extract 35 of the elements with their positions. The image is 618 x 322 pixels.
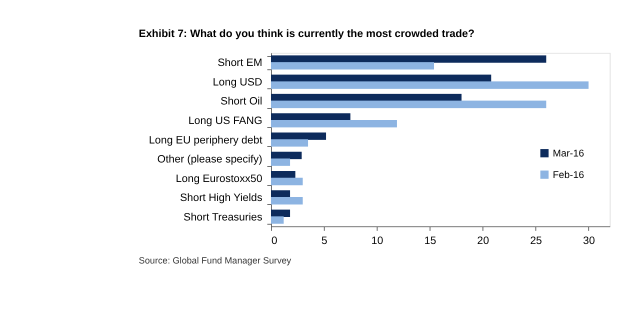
bar xyxy=(270,132,326,140)
bar xyxy=(270,178,303,186)
y-tick-label: Long Eurostoxx50 xyxy=(176,172,262,185)
x-tick-label: 20 xyxy=(477,235,490,248)
y-tick-label: Long USD xyxy=(212,76,263,88)
bar xyxy=(270,55,546,63)
legend-label: Mar-16 xyxy=(552,148,585,160)
bar xyxy=(270,216,284,224)
bar xyxy=(270,113,350,121)
legend-label: Feb-16 xyxy=(552,170,585,181)
y-tick-label: Other (please specify) xyxy=(157,154,262,166)
bar xyxy=(270,158,290,166)
bar xyxy=(270,100,546,108)
bar xyxy=(270,120,397,128)
bar xyxy=(270,197,303,204)
y-tick-label: Long EU periphery debt xyxy=(148,134,262,146)
bar xyxy=(270,139,308,147)
x-tick-label: 5 xyxy=(321,235,328,248)
bar xyxy=(270,74,492,82)
bar xyxy=(270,81,589,89)
x-tick-label: 25 xyxy=(530,235,542,248)
chart-title: Exhibit 7: What do you think is currently the most crowded trade? xyxy=(138,28,475,40)
bar xyxy=(270,62,434,70)
x-tick-label: 30 xyxy=(583,235,595,248)
y-tick-label: Long US FANG xyxy=(188,115,262,128)
y-tick-label: Short High Yields xyxy=(180,192,262,204)
bar xyxy=(270,171,296,178)
y-tick-label: Short Treasuries xyxy=(184,211,262,224)
y-tick-label: Short Oil xyxy=(220,96,262,108)
source-note: Source: Global Fund Manager Survey xyxy=(138,255,292,266)
x-tick-label: 15 xyxy=(424,235,436,248)
x-tick-label: 10 xyxy=(371,235,384,248)
y-tick-label: Short EM xyxy=(218,57,262,70)
bar xyxy=(270,210,290,218)
x-tick-label: 0 xyxy=(271,235,278,248)
